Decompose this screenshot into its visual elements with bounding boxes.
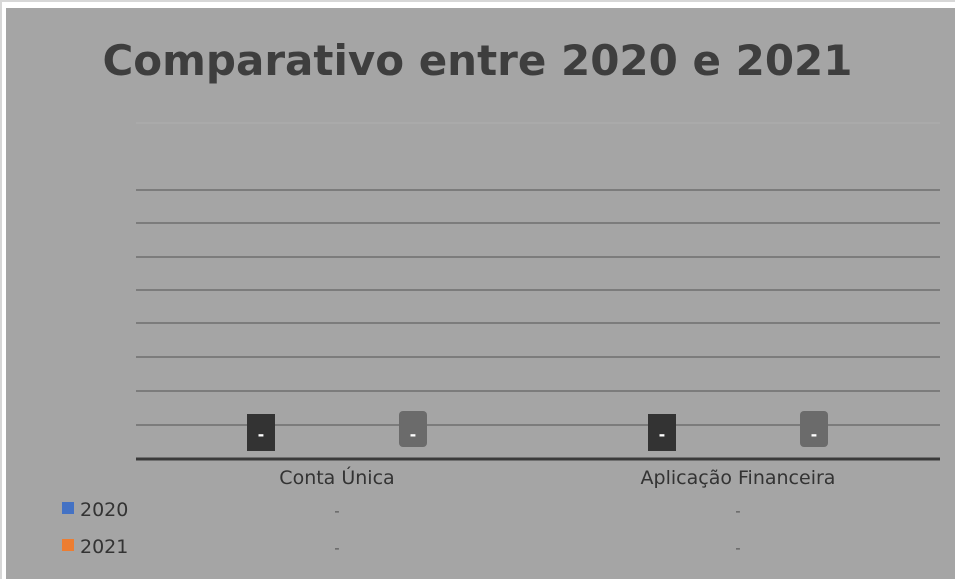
category-labels: Conta Única Aplicação Financeira <box>279 465 835 489</box>
table-cell: - <box>735 502 740 520</box>
data-label: - <box>659 425 666 444</box>
data-label: - <box>811 425 818 444</box>
chart-area <box>6 8 955 579</box>
gridlines <box>136 122 940 426</box>
category-label: Aplicação Financeira <box>641 467 836 489</box>
bar <box>399 411 427 447</box>
chart-title: Comparativo entre 2020 e 2021 <box>102 36 853 85</box>
bar <box>247 414 275 451</box>
category-label: Conta Única <box>279 465 394 489</box>
data-label: - <box>410 425 417 444</box>
table-cell: - <box>735 539 740 557</box>
legend-swatch <box>62 502 74 514</box>
table-cell: - <box>334 539 339 557</box>
bar <box>648 414 676 451</box>
table-cell: - <box>334 502 339 520</box>
data-label: - <box>258 425 265 444</box>
legend-data-table: 2020 - - 2021 - - <box>62 499 741 558</box>
legend-label: 2020 <box>80 499 128 521</box>
bars: ---- <box>247 411 828 451</box>
legend-label: 2021 <box>80 536 128 558</box>
legend-swatch <box>62 539 74 551</box>
bar <box>800 411 828 447</box>
